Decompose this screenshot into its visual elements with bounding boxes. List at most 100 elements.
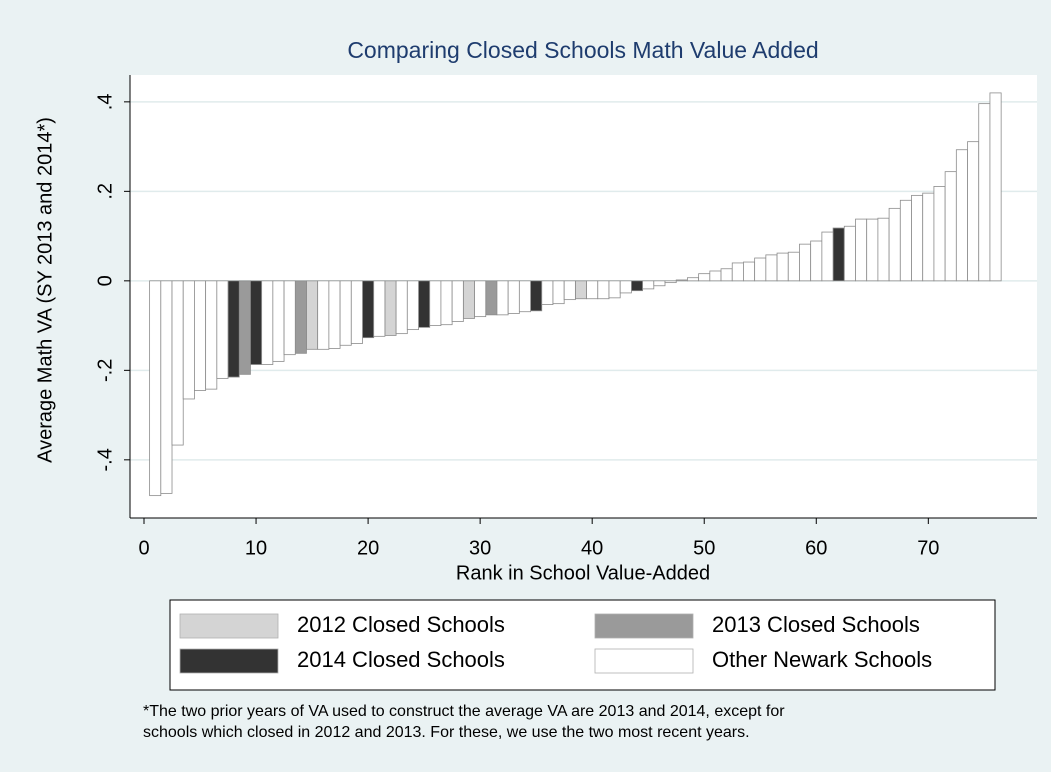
bar [250, 280, 263, 365]
bar [720, 268, 733, 282]
bar [877, 217, 890, 282]
bar [182, 280, 195, 400]
bar [216, 280, 229, 379]
bar [552, 280, 565, 305]
y-tick-label: .4 [94, 94, 116, 111]
note-line: schools which closed in 2012 and 2013. F… [143, 724, 750, 741]
bar [955, 149, 968, 282]
legend-label: 2013 Closed Schools [712, 612, 920, 637]
bar [765, 254, 778, 282]
bar [642, 280, 655, 290]
bar [630, 280, 644, 292]
bar [339, 280, 352, 346]
bar [418, 280, 431, 328]
bar [989, 92, 1002, 282]
bar [586, 280, 599, 300]
bar [799, 243, 812, 282]
bar [608, 280, 621, 299]
x-tick-label: 30 [469, 537, 491, 559]
legend-swatch [179, 648, 279, 674]
bar [888, 207, 901, 282]
bar [911, 194, 924, 282]
bar [227, 280, 240, 378]
bar [922, 192, 935, 282]
bar [317, 280, 330, 350]
bar [362, 280, 375, 339]
legend-label: 2012 Closed Schools [297, 612, 505, 637]
bar [866, 218, 879, 282]
bar [384, 280, 397, 336]
bar [574, 280, 587, 300]
bar [507, 280, 520, 314]
bar [518, 280, 531, 313]
bar [978, 103, 991, 282]
bar [306, 280, 319, 350]
x-tick-label: 60 [805, 537, 827, 559]
bar [462, 280, 475, 319]
bar [709, 270, 722, 282]
bar [171, 280, 184, 446]
bar [530, 280, 543, 312]
chart-title: Comparing Closed Schools Math Value Adde… [347, 37, 818, 63]
legend-swatch [179, 613, 279, 639]
bar [731, 262, 744, 282]
bar [563, 280, 576, 301]
bar [160, 280, 173, 494]
bar [406, 280, 419, 331]
bar [440, 280, 453, 326]
bar [429, 280, 442, 326]
x-tick-label: 50 [693, 537, 715, 559]
bar [541, 280, 554, 305]
bar [933, 186, 946, 282]
y-tick-label: -.4 [94, 448, 116, 471]
bar [194, 280, 207, 391]
bar [855, 218, 868, 282]
x-tick-label: 20 [357, 537, 379, 559]
bar [451, 280, 464, 322]
bar [350, 280, 363, 344]
bar [328, 280, 341, 349]
bar [272, 280, 285, 362]
bar [687, 277, 700, 282]
bar [810, 240, 823, 282]
bar [698, 273, 711, 282]
bar [261, 280, 274, 365]
bar [205, 280, 218, 390]
y-tick-label: -.2 [94, 359, 116, 382]
legend [169, 599, 996, 691]
legend-swatch [594, 613, 694, 639]
bar [967, 141, 980, 282]
bar [283, 280, 296, 356]
bar [843, 225, 856, 282]
legend-swatch [594, 648, 694, 674]
legend-label: Other Newark Schools [712, 647, 932, 672]
legend-label: 2014 Closed Schools [297, 647, 505, 672]
bar [294, 280, 307, 354]
bar [821, 231, 834, 282]
bar [149, 280, 162, 497]
bar [743, 261, 756, 282]
bar [754, 257, 767, 282]
x-tick-label: 0 [138, 537, 149, 559]
bar [485, 280, 498, 316]
bar [832, 227, 845, 282]
note-line: *The two prior years of VA used to const… [143, 703, 785, 720]
x-tick-label: 70 [917, 537, 939, 559]
bar [944, 171, 957, 282]
bar [619, 280, 632, 294]
bar [395, 280, 408, 335]
x-tick-label: 40 [581, 537, 603, 559]
bar [474, 280, 487, 318]
y-tick-label: 0 [94, 275, 116, 286]
bar [373, 280, 386, 337]
bar [597, 280, 610, 300]
y-axis-label: Average Math VA (SY 2013 and 2014*) [34, 117, 56, 463]
x-axis-label: Rank in School Value-Added [456, 562, 710, 584]
bar [653, 280, 666, 287]
x-tick-label: 10 [245, 537, 267, 559]
bar [899, 199, 912, 282]
bar [664, 280, 677, 284]
y-tick-label: .2 [94, 183, 116, 200]
bar [496, 280, 509, 316]
